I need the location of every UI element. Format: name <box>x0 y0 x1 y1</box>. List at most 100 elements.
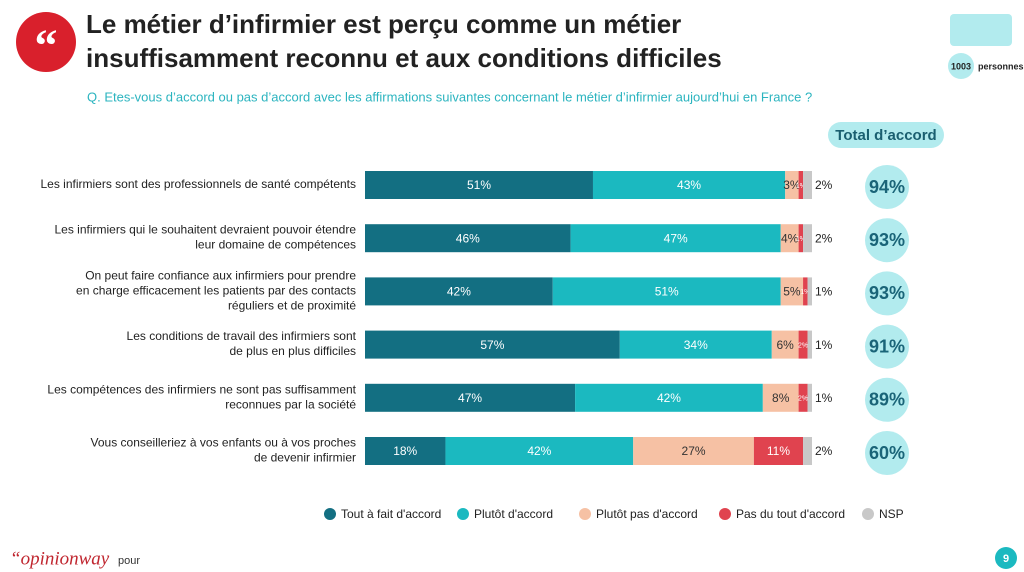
value-label: 42% <box>447 285 471 299</box>
total-label: 93% <box>869 230 905 250</box>
value-label: 1% <box>815 285 833 299</box>
bar-segment <box>798 224 804 253</box>
title-line: Le métier d’infirmier est perçu comme un… <box>86 9 681 39</box>
value-label: 46% <box>456 231 480 245</box>
value-label: 2% <box>798 342 808 349</box>
value-label: 51% <box>655 285 679 299</box>
total-header-bg <box>828 122 944 148</box>
brand: “opinionway <box>10 548 110 569</box>
value-label: 34% <box>684 338 708 352</box>
bar-segment <box>803 277 808 306</box>
value-label: 11% <box>767 444 790 458</box>
bar-segment <box>807 383 812 412</box>
bar-segment <box>762 383 799 412</box>
bar-segment <box>575 383 763 412</box>
count-badge <box>948 53 974 79</box>
bar-segment <box>803 171 812 199</box>
bar-segment <box>365 277 553 306</box>
legend-swatch <box>324 508 336 520</box>
bar-segment <box>365 330 620 359</box>
bar-segment <box>785 171 799 199</box>
legend-label: Plutôt d'accord <box>474 507 553 521</box>
bar-segment <box>365 224 571 253</box>
value-label: 1% <box>796 183 806 190</box>
sample-unit: personnes <box>978 61 1024 71</box>
legend-swatch <box>457 508 469 520</box>
total-label: 91% <box>869 336 905 356</box>
total-badge <box>865 271 909 316</box>
bar-segment <box>771 330 799 359</box>
total-badge <box>865 377 909 422</box>
value-label: 43% <box>677 178 701 192</box>
page-number: 9 <box>1003 553 1009 565</box>
value-label: 2% <box>815 444 833 458</box>
value-label: 3% <box>783 178 801 192</box>
category-label: On peut faire confiance aux infirmiers p… <box>76 269 356 313</box>
total-label: 89% <box>869 390 905 410</box>
legend-label: Pas du tout d'accord <box>736 507 845 521</box>
legend-label: NSP <box>879 507 904 521</box>
category-label: Les infirmiers sont des professionnels d… <box>41 177 357 191</box>
value-label: 47% <box>664 231 688 245</box>
total-label: 94% <box>869 177 905 197</box>
bar-segment <box>592 171 786 199</box>
category-label: Les compétences des infirmiers ne sont p… <box>47 382 356 411</box>
value-label: 4% <box>781 231 799 245</box>
value-label: 2% <box>798 396 808 403</box>
total-badge <box>865 324 909 369</box>
page-badge <box>995 547 1017 569</box>
title-line: insuffisamment reconnu et aux conditions… <box>86 43 722 73</box>
value-label: 27% <box>682 444 706 458</box>
people-icon <box>950 14 1012 46</box>
total-label: 93% <box>869 283 905 303</box>
total-badge <box>865 165 909 209</box>
value-label: 2% <box>815 231 833 245</box>
bar-segment <box>445 437 634 465</box>
value-label: 47% <box>458 391 482 405</box>
quote-icon <box>16 12 76 72</box>
total-badge <box>865 218 909 263</box>
bar-segment <box>807 277 812 306</box>
value-label: 57% <box>480 338 504 352</box>
category-label: Les infirmiers qui le souhaitent devraie… <box>54 223 356 252</box>
value-label: 5% <box>783 285 801 299</box>
value-label: 1% <box>800 289 810 296</box>
bar-segment <box>798 171 804 199</box>
sample-count: 1003 <box>951 61 971 71</box>
bar-segment <box>365 171 593 199</box>
bar-segment <box>365 437 446 465</box>
bar-segment <box>780 224 799 253</box>
value-label: 51% <box>467 178 491 192</box>
total-header: Total d’accord <box>835 127 936 144</box>
value-label: 1% <box>815 391 833 405</box>
total-label: 60% <box>869 443 905 463</box>
bar-segment <box>365 383 576 412</box>
legend-label: Plutôt pas d'accord <box>596 507 698 521</box>
bar-segment <box>552 277 781 306</box>
total-badge <box>865 431 909 475</box>
bar-segment <box>798 330 808 359</box>
category-label: Vous conseilleriez à vos enfants ou à vo… <box>91 436 357 465</box>
question: Q. Etes-vous d’accord ou pas d’accord av… <box>87 89 812 104</box>
bar-segment <box>570 224 781 253</box>
value-label: 42% <box>657 391 681 405</box>
bar-segment <box>780 277 804 306</box>
value-label: 42% <box>527 444 551 458</box>
legend-swatch <box>862 508 874 520</box>
quote-mark: “ <box>35 20 58 71</box>
bar-segment <box>798 383 808 412</box>
bar-segment <box>807 330 812 359</box>
legend-swatch <box>719 508 731 520</box>
bar-segment <box>803 437 812 465</box>
pour: pour <box>118 555 140 567</box>
value-label: 2% <box>815 178 833 192</box>
value-label: 6% <box>777 338 795 352</box>
category-label: Les conditions de travail des infirmiers… <box>127 329 357 358</box>
bar-segment <box>619 330 772 359</box>
value-label: 18% <box>393 444 417 458</box>
bar-segment <box>753 437 804 465</box>
bar-segment <box>633 437 754 465</box>
legend-label: Tout à fait d'accord <box>341 507 441 521</box>
bar-segment <box>803 224 812 253</box>
